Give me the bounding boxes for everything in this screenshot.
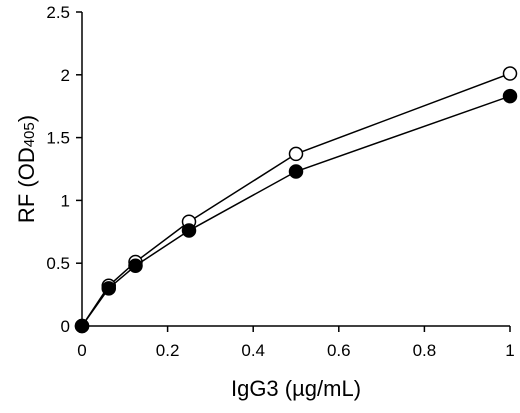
y-axis-title-main: RF (OD: [14, 147, 39, 223]
series-1: [74, 66, 518, 334]
y-tick-label: 0: [61, 317, 70, 336]
y-tick-label: 2.5: [46, 3, 70, 22]
x-tick-label: 0.2: [156, 341, 180, 360]
x-tick-label: 0.6: [327, 341, 351, 360]
data-point-filled: [101, 281, 116, 296]
x-axis-title: IgG3 (µg/mL): [231, 376, 361, 401]
series-layer: [74, 66, 518, 334]
y-axis-title-subscript: 405: [21, 122, 38, 147]
x-tick-label: 0.8: [413, 341, 437, 360]
y-axis-title-end: ): [14, 115, 39, 122]
series-2: [74, 88, 518, 334]
y-tick-label: 1: [61, 191, 70, 210]
data-point-filled: [288, 164, 304, 179]
y-axis-title: RF (OD405): [14, 115, 39, 223]
y-ticks: 0 0.5 1 1.5 2 2.5: [46, 3, 82, 336]
data-point-filled: [74, 318, 90, 334]
axes: [81, 12, 510, 327]
x-tick-label: 0: [77, 341, 86, 360]
x-tick-label: 1: [505, 341, 514, 360]
series-line: [81, 95, 511, 327]
y-tick-label: 2: [61, 66, 70, 85]
data-point-open: [502, 66, 518, 81]
y-tick-label: 1.5: [46, 129, 70, 148]
data-point-filled: [502, 88, 518, 104]
data-point-filled: [181, 223, 197, 238]
x-ticks: 0 0.2 0.4 0.6 0.8 1: [77, 326, 515, 360]
data-point-filled: [128, 258, 143, 273]
series-line: [81, 72, 511, 327]
x-tick-label: 0.4: [241, 341, 265, 360]
y-tick-label: 0.5: [46, 254, 70, 273]
data-point-open: [288, 146, 304, 162]
